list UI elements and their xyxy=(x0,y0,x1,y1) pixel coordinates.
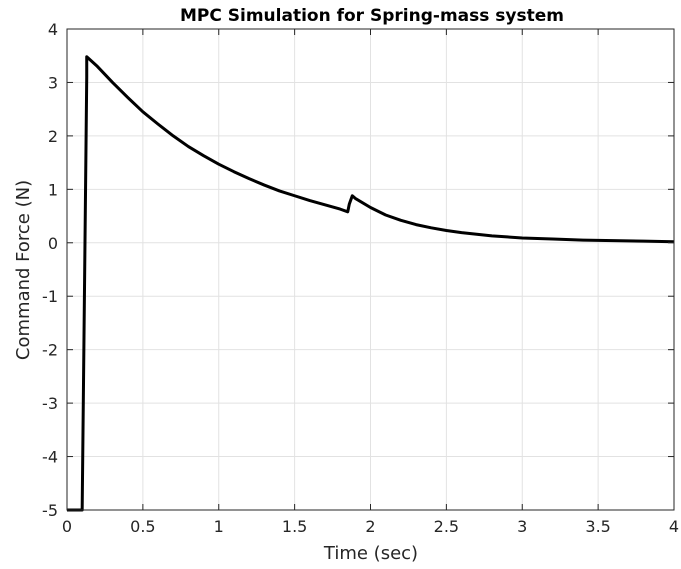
x-tick-label: 0.5 xyxy=(130,517,155,536)
x-tick-label: 1 xyxy=(214,517,224,536)
x-tick-label: 0 xyxy=(62,517,72,536)
x-tick-label: 4 xyxy=(669,517,679,536)
y-tick-label: 3 xyxy=(48,73,58,92)
y-tick-label: 0 xyxy=(48,234,58,253)
y-tick-label: 2 xyxy=(48,127,58,146)
ticks xyxy=(66,28,675,511)
x-tick-label: 1.5 xyxy=(282,517,307,536)
plot-area xyxy=(67,55,675,512)
y-tick-labels: -5 -4 -3 -2 -1 0 1 2 3 4 xyxy=(42,20,58,520)
x-tick-label: 3 xyxy=(517,517,527,536)
x-tick-label: 2 xyxy=(365,517,375,536)
x-axis-label: Time (sec) xyxy=(323,543,418,564)
y-tick-label: 1 xyxy=(48,180,58,199)
y-axis-label: Command Force (N) xyxy=(13,180,34,360)
y-tick-label: 4 xyxy=(48,20,58,39)
series-line xyxy=(67,55,675,512)
y-tick-label: -2 xyxy=(42,341,58,360)
grid xyxy=(66,28,675,511)
y-tick-label: -5 xyxy=(42,501,58,520)
y-tick-label: -3 xyxy=(42,394,58,413)
y-tick-label: -4 xyxy=(42,448,58,467)
chart-title: MPC Simulation for Spring-mass system xyxy=(180,6,564,26)
x-tick-label: 3.5 xyxy=(585,517,610,536)
x-tick-labels: 0 0.5 1 1.5 2 2.5 3 3.5 4 xyxy=(62,517,679,536)
x-tick-label: 2.5 xyxy=(434,517,459,536)
y-tick-label: -1 xyxy=(42,287,58,306)
